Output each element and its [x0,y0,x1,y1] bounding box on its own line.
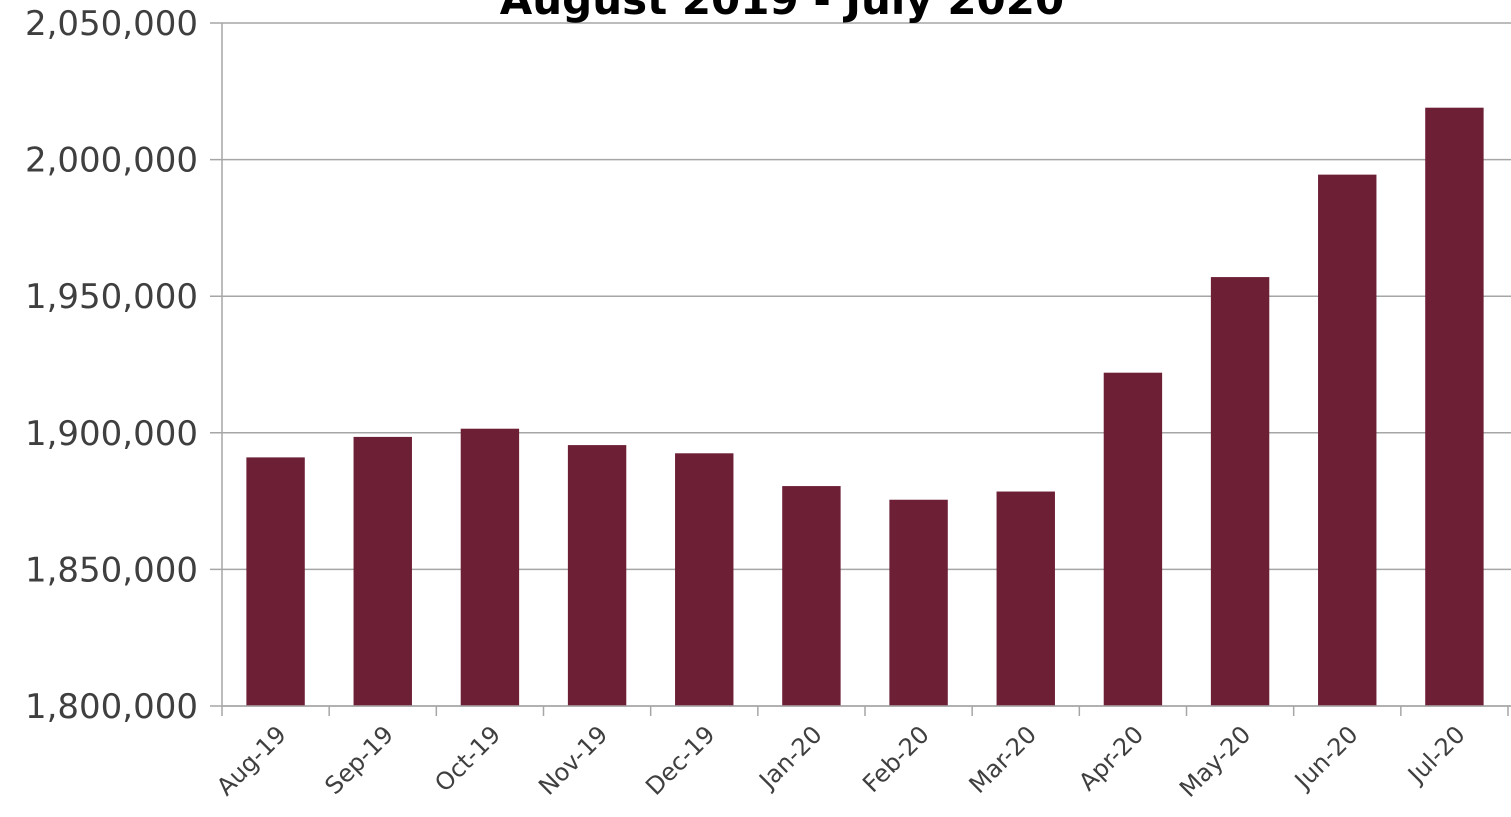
x-tick-label: Mar-20 [964,720,1042,798]
y-tick-label: 1,950,000 [25,277,198,317]
x-tick-label: Dec-19 [640,720,720,800]
bars [246,107,1484,707]
chart-title: August 2019 - July 2020 [500,0,1064,24]
y-tick-label: 1,900,000 [25,414,198,454]
bar-nov-19 [567,445,627,706]
x-tick-label: Jan-20 [753,720,828,795]
x-tick-label: Apr-20 [1073,720,1149,796]
bar-aug-19 [246,457,305,706]
bar-sep-19 [353,436,412,706]
y-tick-labels: 1,800,000 1,850,000 1,900,000 1,950,000 2,00… [25,4,198,727]
x-tick-label: Nov-19 [533,720,613,800]
axes [221,23,1511,716]
x-tick-label: Sep-19 [319,720,399,800]
x-tick-label: Aug-19 [211,720,292,801]
y-tick-label: 2,050,000 [25,4,198,44]
bar-jan-20 [782,486,841,706]
x-tick-label: Feb-20 [857,720,935,798]
x-tick-label: Oct-19 [429,720,506,797]
bar-oct-19 [460,428,520,706]
bar-jun-20 [1318,174,1377,707]
x-tick-label: May-20 [1174,720,1256,802]
bar-jul-20 [1425,107,1484,706]
bar-mar-20 [996,491,1055,706]
bar-apr-20 [1103,372,1163,706]
bar-may-20 [1210,277,1270,706]
bar-feb-20 [889,499,948,706]
x-tick-label: Jul-20 [1401,720,1470,789]
y-tick-label: 2,000,000 [25,141,198,181]
x-tick-labels: Aug-19 Sep-19 Oct-19 Nov-19 Dec-19 Jan-20 Feb-… [211,720,1470,802]
y-tick-label: 1,850,000 [25,550,198,590]
y-tick-label: 1,800,000 [25,687,198,727]
x-tick-label: Jun-20 [1288,720,1363,795]
bar-dec-19 [675,453,734,706]
